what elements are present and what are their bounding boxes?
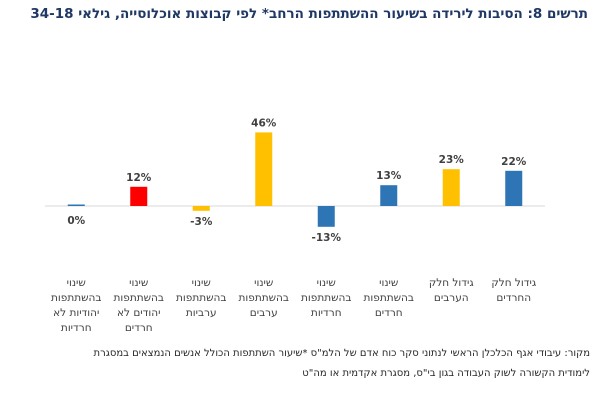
category-label: שינוי בהשתתפות יהודים לא חרדים <box>114 277 165 334</box>
category-label: שינוי בהשתתפות חרדיות <box>301 277 352 319</box>
category-label: שינוי בהשתתפות יהודיות לא חרדיות <box>51 277 102 334</box>
category-label: גידול חלק הערבים <box>429 277 475 304</box>
bar <box>255 132 273 206</box>
bar <box>505 170 523 206</box>
category-label: שינוי בהשתתפות ערביות <box>176 277 227 319</box>
source-line-2: לימודית הקשורה לשוק העבודה בגון בי"ס, מס… <box>302 368 590 379</box>
bar <box>130 186 148 206</box>
bar <box>317 206 335 227</box>
data-label: 12% <box>126 172 152 184</box>
bar-chart: 22% גידול חלק החרדים 23% גידול חלק הערבים 13% ש… <box>45 117 545 334</box>
data-label: -3% <box>190 216 213 228</box>
bar <box>67 204 85 206</box>
category-label: שינוי בהשתתפות חרדים <box>364 277 415 319</box>
data-label: 13% <box>376 170 402 182</box>
data-label: 0% <box>67 215 85 227</box>
source-line-1: מקור: עיבודי אגף הכלכלן הראשי לנתוני סקר… <box>93 348 590 359</box>
data-label: -13% <box>312 232 342 244</box>
data-label: 22% <box>501 156 527 168</box>
chart-title: תרשים 8: הסיבות לירידה בשיעור ההשתתפות ה… <box>30 6 588 22</box>
source-note: מקור: עיבודי אגף הכלכלן הראשי לנתוני סקר… <box>6 344 590 384</box>
bar <box>192 206 210 211</box>
bar <box>442 169 460 206</box>
category-label: גידול חלק החרדים <box>491 277 537 304</box>
data-label: 46% <box>251 117 277 129</box>
bar <box>380 185 398 206</box>
data-label: 23% <box>439 154 465 166</box>
category-label: שינוי בהשתתפות ערבים <box>239 277 290 319</box>
